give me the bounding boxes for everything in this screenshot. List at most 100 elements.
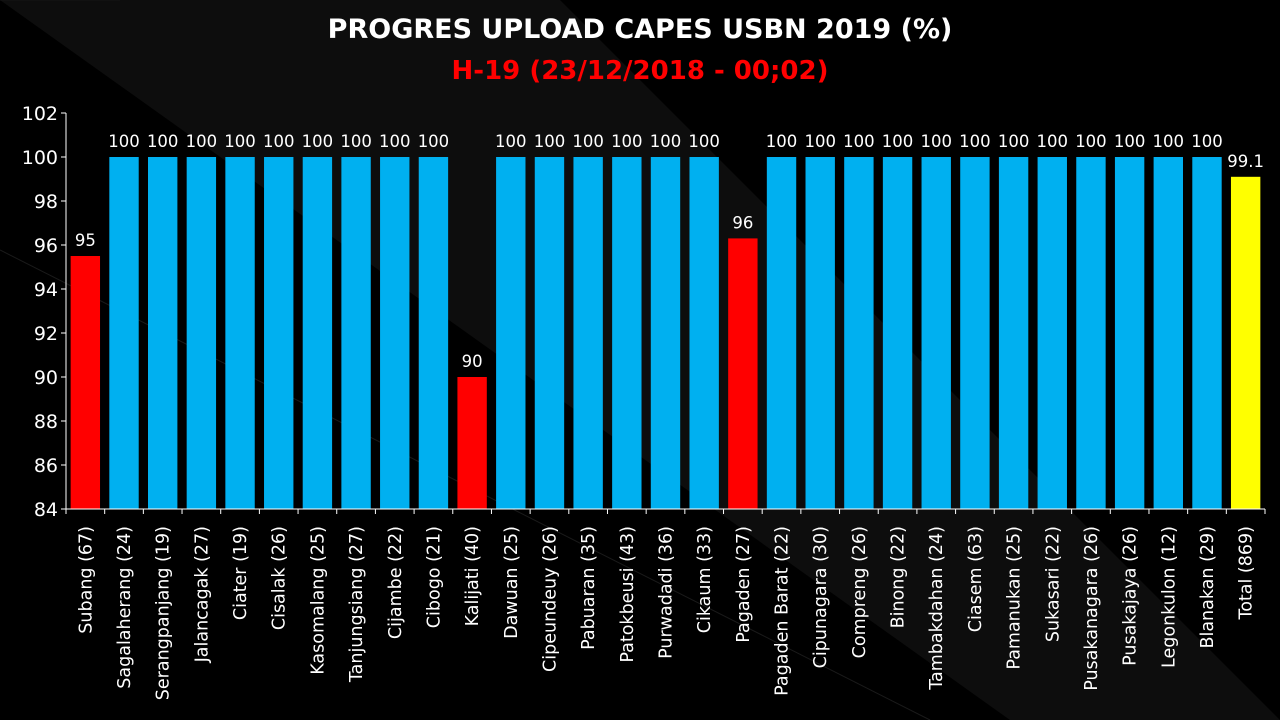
x-axis: Subang (67) Sagalaherang (24) Serangpanjan… bbox=[65, 508, 1266, 700]
x-tick-label: Kasomalang (25) bbox=[308, 526, 328, 675]
data-label: 100 bbox=[186, 132, 218, 151]
y-tick-label: 94 bbox=[34, 279, 58, 301]
x-tick-label: Patokbeusi (43) bbox=[618, 526, 638, 663]
x-tick-label: Pamanukan (25) bbox=[1005, 526, 1025, 670]
bar bbox=[341, 157, 371, 509]
x-tick-label: Subang (67) bbox=[76, 526, 96, 634]
y-axis: 84 86 88 90 92 94 96 98 100 102 bbox=[22, 103, 67, 521]
bar bbox=[882, 157, 913, 509]
x-tick-label: Pagaden Barat (22) bbox=[773, 526, 793, 696]
x-tick-label: Serangpanjang (19) bbox=[154, 526, 174, 700]
x-tick-label: Total (869) bbox=[1237, 526, 1257, 621]
chart-subtitle: H-19 (23/12/2018 - 00;02) bbox=[451, 56, 829, 86]
bar bbox=[1192, 157, 1222, 509]
bar bbox=[302, 157, 333, 509]
y-tick-label: 100 bbox=[22, 147, 58, 169]
data-label: 100 bbox=[1037, 132, 1069, 151]
data-label: 100 bbox=[650, 132, 682, 151]
x-tick-label: Pusakanagara (26) bbox=[1082, 526, 1102, 691]
data-label: 100 bbox=[1191, 132, 1223, 151]
bar bbox=[496, 157, 526, 509]
data-label: 100 bbox=[1114, 132, 1146, 151]
y-tick-label: 96 bbox=[34, 235, 58, 257]
bar bbox=[1037, 157, 1067, 509]
x-tick-label: Ciater (19) bbox=[231, 526, 251, 620]
bar bbox=[689, 157, 719, 509]
y-tick-label: 102 bbox=[22, 103, 58, 125]
x-tick-label: Pabuaran (35) bbox=[579, 526, 599, 650]
x-tick-label: Pusakajaya (26) bbox=[1121, 526, 1141, 666]
data-label: 100 bbox=[804, 132, 836, 151]
bar bbox=[1114, 157, 1145, 509]
x-tick-label: Ciasem (63) bbox=[966, 526, 986, 632]
x-tick-label: Sukasari (22) bbox=[1043, 526, 1063, 642]
x-tick-label: Cijambe (22) bbox=[386, 526, 406, 639]
data-label: 100 bbox=[572, 132, 604, 151]
data-label: 100 bbox=[495, 132, 527, 151]
bar bbox=[148, 157, 178, 509]
bar bbox=[844, 157, 874, 509]
x-tick-label: Cibogo (21) bbox=[424, 526, 444, 628]
data-label: 100 bbox=[340, 132, 372, 151]
x-tick-label: Kalijati (40) bbox=[463, 526, 483, 626]
y-tick-label: 92 bbox=[34, 323, 58, 345]
bars bbox=[70, 157, 1261, 510]
bar bbox=[612, 157, 642, 509]
x-tick-label: Tanjungsiang (27) bbox=[347, 526, 367, 683]
data-label: 100 bbox=[108, 132, 140, 151]
data-labels: 95 100 100 100 100 100 100 100 100 100 90 100 100 100… bbox=[75, 132, 1264, 371]
bar bbox=[998, 157, 1029, 509]
x-tick-label: Cisalak (26) bbox=[270, 526, 290, 630]
data-label: 100 bbox=[1075, 132, 1107, 151]
bar bbox=[70, 256, 101, 509]
bar bbox=[960, 157, 990, 509]
x-tick-label: Sagalaherang (24) bbox=[115, 526, 135, 689]
bar bbox=[380, 157, 410, 509]
data-label: 100 bbox=[263, 132, 295, 151]
x-tick-label: Pagaden (27) bbox=[734, 526, 754, 643]
x-tick-label: Jalancagak (27) bbox=[192, 526, 212, 663]
chart-title: PROGRES UPLOAD CAPES USBN 2019 (%) bbox=[327, 14, 953, 45]
bar bbox=[921, 157, 951, 509]
x-tick-label: Cipeundeuy (26) bbox=[540, 526, 560, 672]
y-tick-label: 88 bbox=[34, 411, 58, 433]
bar bbox=[225, 157, 255, 509]
x-tick-label: Blanakan (29) bbox=[1198, 526, 1218, 649]
bar bbox=[264, 157, 294, 509]
y-tick-label: 86 bbox=[34, 455, 58, 477]
bar bbox=[534, 157, 565, 509]
data-label: 100 bbox=[766, 132, 798, 151]
data-label: 100 bbox=[1153, 132, 1185, 151]
data-label: 100 bbox=[998, 132, 1030, 151]
x-tick-label: Tambakdahan (24) bbox=[927, 526, 947, 691]
data-label: 100 bbox=[920, 132, 952, 151]
x-tick-label: Cikaum (33) bbox=[695, 526, 715, 633]
data-label: 99.1 bbox=[1227, 152, 1264, 171]
bar bbox=[457, 377, 487, 509]
y-tick-label: 98 bbox=[34, 191, 58, 213]
data-label: 100 bbox=[302, 132, 334, 151]
data-label: 100 bbox=[224, 132, 256, 151]
bar bbox=[418, 157, 449, 509]
x-tick-label: Cipunagara (30) bbox=[811, 526, 831, 668]
data-label: 100 bbox=[418, 132, 450, 151]
data-label: 100 bbox=[882, 132, 914, 151]
bar bbox=[1153, 157, 1183, 509]
bar bbox=[1076, 157, 1106, 509]
data-label: 100 bbox=[379, 132, 411, 151]
bar bbox=[109, 157, 139, 509]
bar bbox=[728, 238, 758, 509]
bar bbox=[573, 157, 603, 509]
data-label: 100 bbox=[688, 132, 720, 151]
data-label: 90 bbox=[462, 352, 483, 371]
bar bbox=[805, 157, 835, 509]
x-tick-label: Purwadadi (36) bbox=[657, 526, 677, 659]
y-tick-label: 90 bbox=[34, 367, 58, 389]
x-tick-label: Legonkulon (12) bbox=[1159, 526, 1179, 668]
bar bbox=[650, 157, 681, 509]
x-tick-label: Compreng (26) bbox=[850, 526, 870, 658]
bar bbox=[186, 157, 217, 509]
y-tick-label: 84 bbox=[34, 499, 58, 521]
bar bbox=[1230, 176, 1261, 510]
data-label: 95 bbox=[75, 231, 96, 250]
